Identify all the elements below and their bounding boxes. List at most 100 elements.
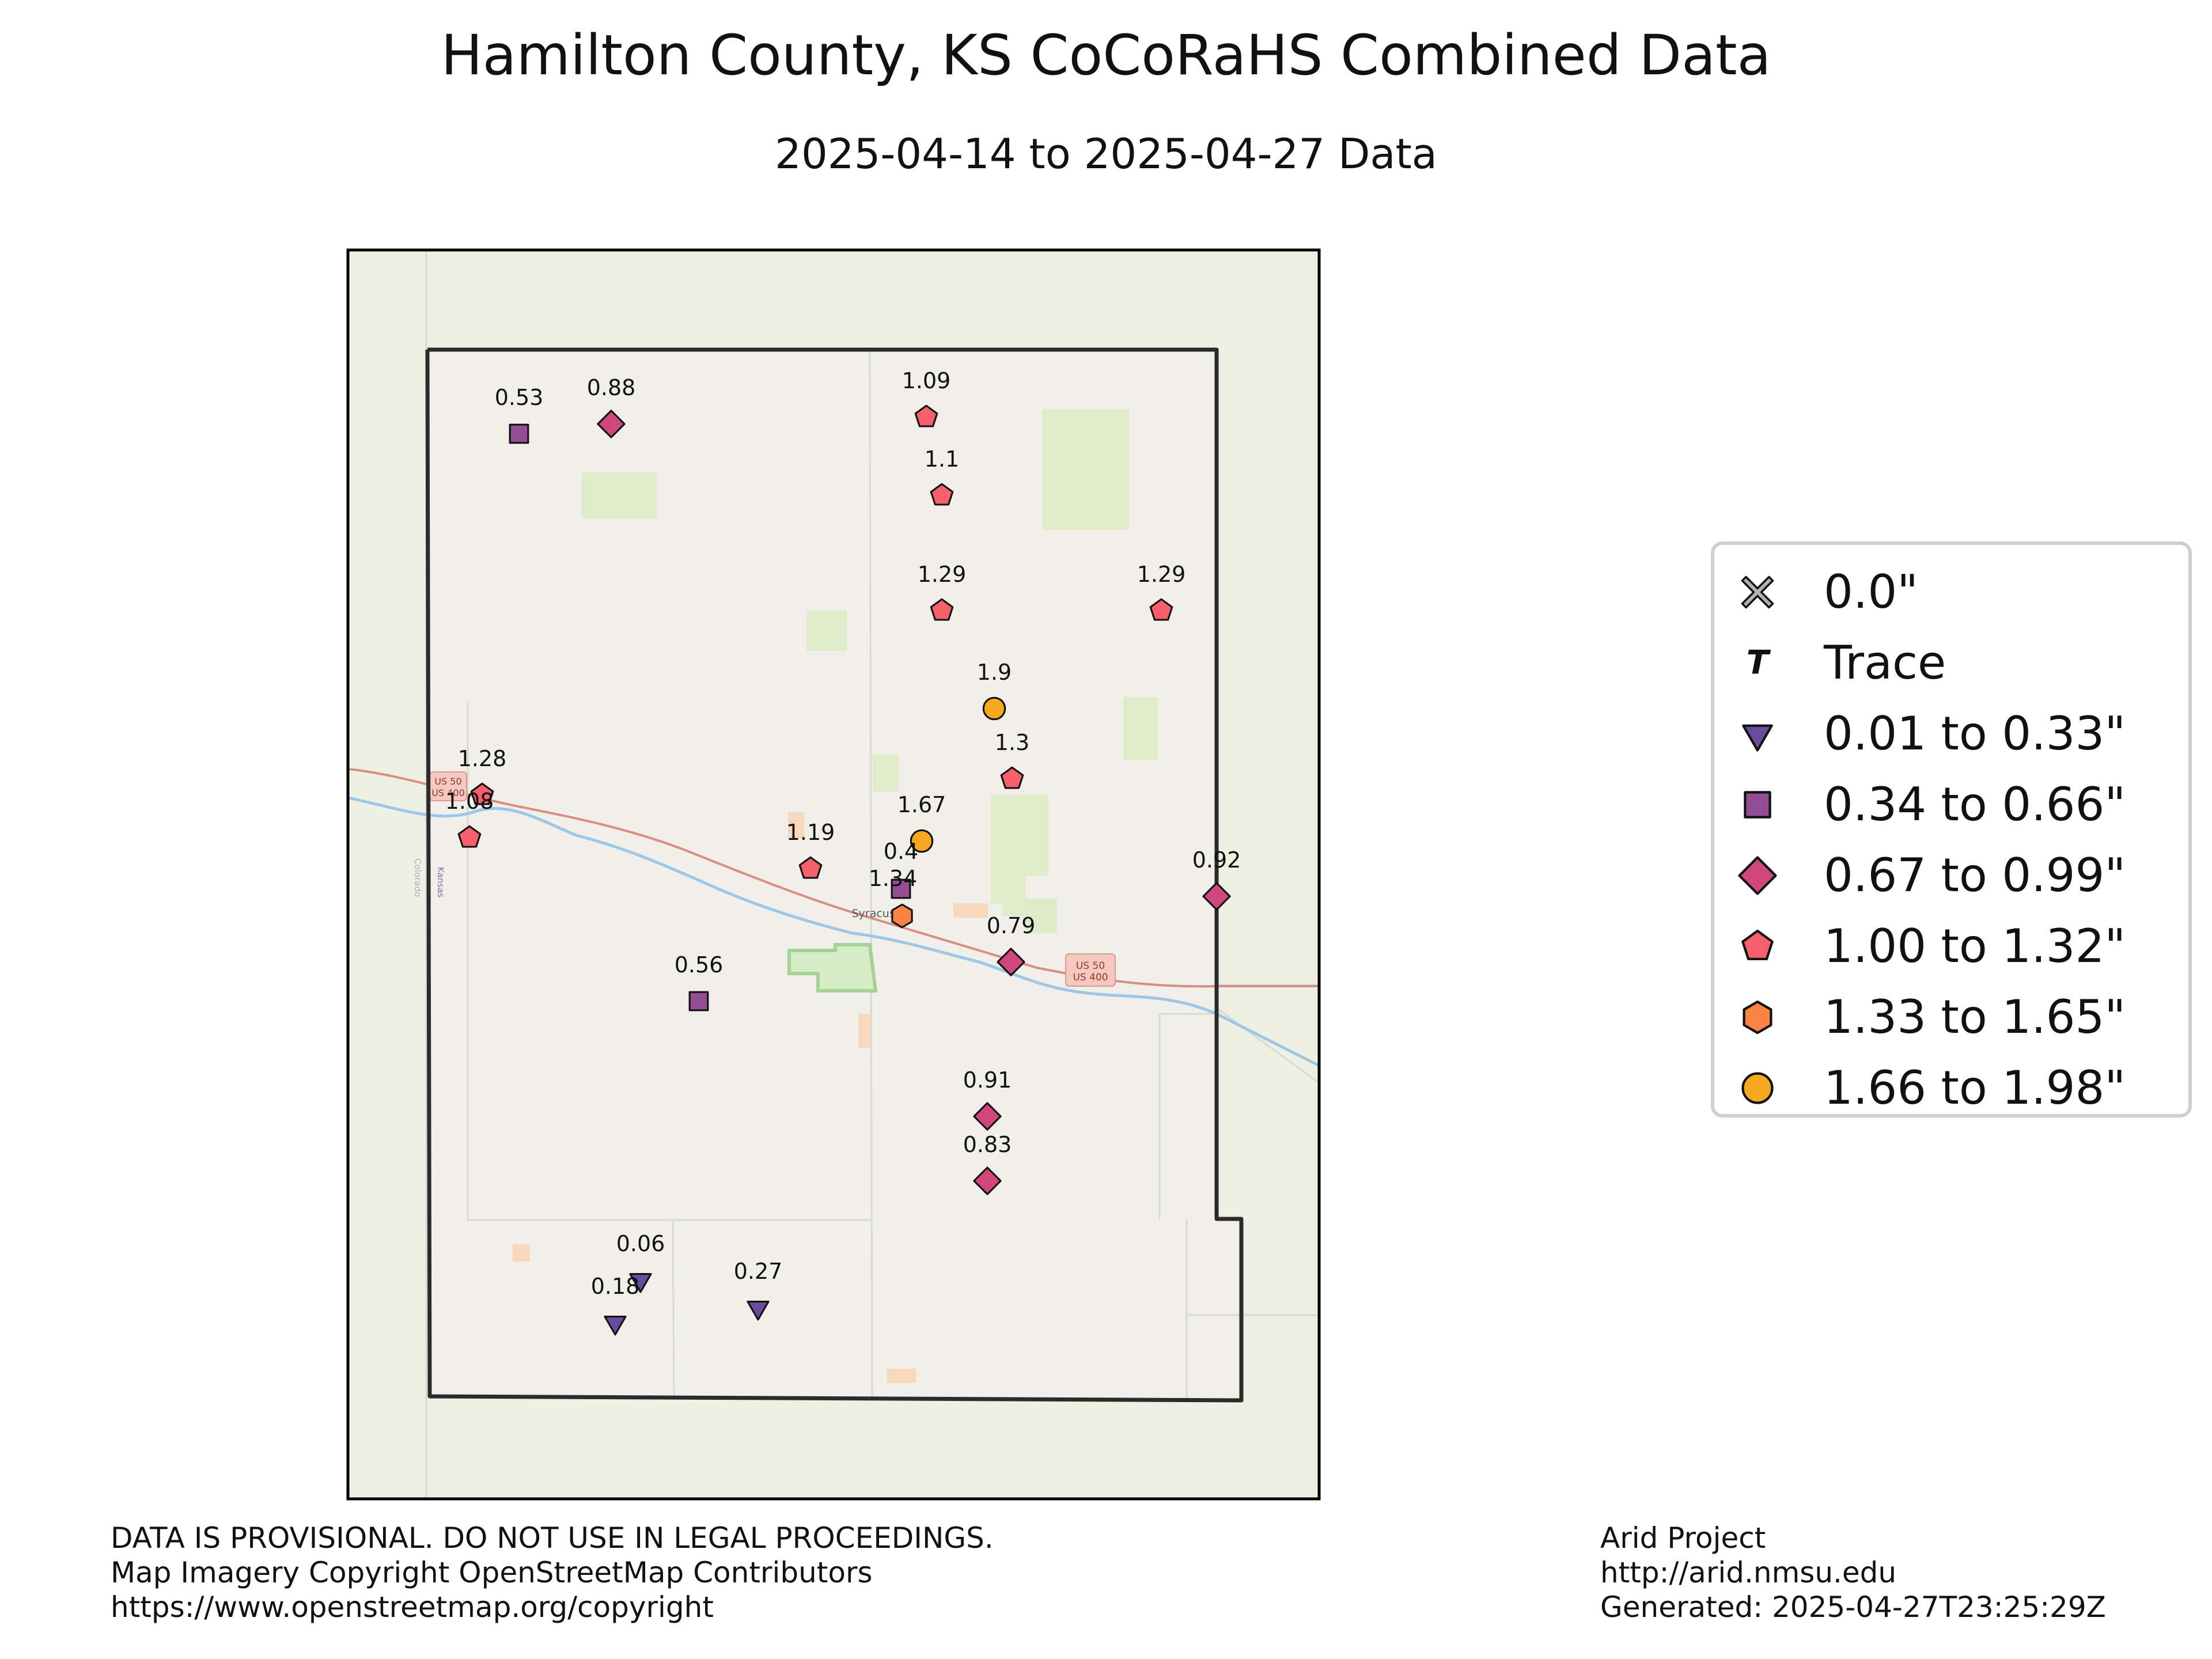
footer-generated-time: Generated: 2025-04-27T23:25:29Z: [1600, 1590, 2106, 1624]
developed-areas: [513, 812, 988, 1383]
legend-label: 0.0": [1824, 565, 1919, 619]
footer-copyright-link[interactable]: https://www.openstreetmap.org/copyright: [111, 1590, 714, 1624]
station-value-label: 0.53: [495, 385, 544, 410]
station-value-label: 1.29: [918, 562, 967, 587]
legend-x-icon: [1714, 563, 1801, 621]
station-markers: 0.53 0.88 1.09 1.1 1.29 1.29 1.9 1.3 1.28 1.08 1.1…: [445, 368, 1241, 1336]
station-marker-3: [914, 404, 938, 427]
station-value-label: 1.3: [995, 730, 1029, 755]
legend-label: 1.66 to 1.98": [1824, 1061, 2126, 1115]
legend-entry-5: 0.67 to 0.99": [1714, 840, 2188, 911]
highway-shield-east: US 50 US 400: [1065, 953, 1116, 987]
map-title: Hamilton County, KS CoCoRaHS Combined Da…: [441, 23, 1771, 88]
legend-entry-1: 0.0": [1714, 556, 2188, 627]
legend-entry-4: 0.34 to 0.66": [1714, 769, 2188, 840]
legend-square-icon: [1714, 776, 1801, 834]
station-marker-22: [747, 1300, 770, 1321]
station-value-label: 0.06: [616, 1231, 665, 1256]
station-value-label: 1.09: [902, 368, 951, 393]
legend-pentagon-icon: [1714, 918, 1801, 975]
station-value-label: 0.88: [587, 375, 636, 400]
station-value-label: 1.67: [897, 792, 946, 817]
basemap: US 50 US 400 US 50 US 400 Syracuse Kansa…: [348, 250, 1319, 1499]
legend-hexagon-icon: [1714, 988, 1801, 1046]
arkansas-river: [348, 796, 1319, 1067]
svg-text:T: T: [1747, 643, 1771, 681]
legend-label: 0.34 to 0.66": [1824, 778, 2126, 831]
footer-project-link[interactable]: http://arid.nmsu.edu: [1600, 1556, 1897, 1589]
legend-label: 0.67 to 0.99": [1824, 849, 2126, 902]
station-marker-8: [1000, 766, 1024, 789]
svg-text:US 400: US 400: [1073, 972, 1108, 983]
station-value-label: 1.28: [458, 746, 507, 771]
footer-disclaimer: DATA IS PROVISIONAL. DO NOT USE IN LEGAL…: [111, 1521, 994, 1624]
station-marker-17: [688, 991, 709, 1012]
map-subtitle: 2025-04-14 to 2025-04-27 Data: [775, 130, 1437, 178]
map-frame: [346, 248, 1321, 1501]
station-marker-5: [930, 598, 954, 621]
station-value-label: 0.18: [591, 1274, 640, 1299]
station-value-label: 0.27: [734, 1259, 783, 1284]
legend-diamond-icon: [1714, 847, 1801, 904]
station-marker-1: [509, 423, 529, 444]
station-value-label: 1.19: [786, 820, 835, 845]
legend-triangle-icon: [1714, 705, 1801, 763]
station-value-label: 0.91: [963, 1067, 1012, 1093]
footer-line-1: DATA IS PROVISIONAL. DO NOT USE IN LEGAL…: [111, 1521, 994, 1555]
station-marker-10: [457, 825, 482, 848]
station-marker-15: [1202, 882, 1231, 911]
station-marker-16: [997, 948, 1025, 976]
station-marker-7: [982, 696, 1006, 721]
highway-shield-west: US 50 US 400: [429, 771, 467, 801]
station-marker-13: [891, 878, 911, 899]
legend-T-icon: T: [1714, 634, 1801, 692]
footer-line-2: Map Imagery Copyright OpenStreetMap Cont…: [111, 1556, 873, 1589]
legend-entry-2: T Trace: [1714, 627, 2188, 698]
station-value-label: 0.92: [1192, 847, 1241, 873]
green-areas: [582, 409, 1158, 933]
station-marker-6: [1149, 598, 1173, 621]
station-marker-18: [973, 1102, 1002, 1131]
legend-entry-8: 1.66 to 1.98": [1714, 1052, 2188, 1123]
station-marker-14: [891, 903, 913, 929]
station-marker-2: [597, 410, 626, 438]
legend: 0.0" T Trace 0.01 to 0.33" 0.34 to 0.66" 0.67…: [1711, 541, 2192, 1118]
station-value-label: 0.56: [675, 952, 724, 978]
station-value-label: 1.34: [869, 866, 918, 891]
station-marker-12: [910, 829, 934, 853]
legend-entry-7: 1.33 to 1.65": [1714, 982, 2188, 1052]
county-fill: [427, 350, 1241, 1400]
station-marker-4: [930, 483, 954, 506]
station-marker-21: [604, 1315, 627, 1336]
road-grid: [425, 250, 1319, 1499]
footer-project-name: Arid Project: [1600, 1521, 1766, 1555]
state-label-kansas: Kansas: [435, 867, 446, 897]
state-label-colorado: Colorado: [412, 858, 423, 897]
station-marker-9: [470, 782, 494, 805]
park-area: [787, 943, 878, 993]
legend-circle-icon: [1714, 1059, 1801, 1117]
station-value-label: 0.79: [987, 913, 1036, 938]
station-value-label: 0.4: [884, 839, 918, 864]
station-marker-19: [973, 1166, 1002, 1195]
legend-entry-3: 0.01 to 0.33": [1714, 698, 2188, 769]
svg-text:US 50: US 50: [1076, 960, 1105, 972]
station-value-label: 1.9: [977, 660, 1012, 685]
county-boundary: [425, 347, 1244, 1403]
legend-entry-6: 1.00 to 1.32": [1714, 911, 2188, 982]
station-marker-11: [798, 856, 823, 879]
station-marker-20: [629, 1272, 652, 1293]
station-value-label: 0.83: [963, 1132, 1012, 1157]
footer-credits: Arid Project http://arid.nmsu.edu Genera…: [1600, 1521, 2106, 1624]
legend-label: Trace: [1824, 636, 1946, 690]
svg-text:US 400: US 400: [431, 787, 465, 798]
station-value-label: 1.1: [925, 446, 959, 472]
legend-label: 0.01 to 0.33": [1824, 707, 2126, 760]
legend-label: 1.00 to 1.32": [1824, 919, 2126, 973]
town-label: Syracuse: [852, 907, 902, 920]
legend-label: 1.33 to 1.65": [1824, 990, 2126, 1044]
svg-text:US 50: US 50: [434, 776, 461, 787]
station-value-label: 1.08: [445, 789, 494, 814]
station-value-label: 1.29: [1137, 562, 1186, 587]
